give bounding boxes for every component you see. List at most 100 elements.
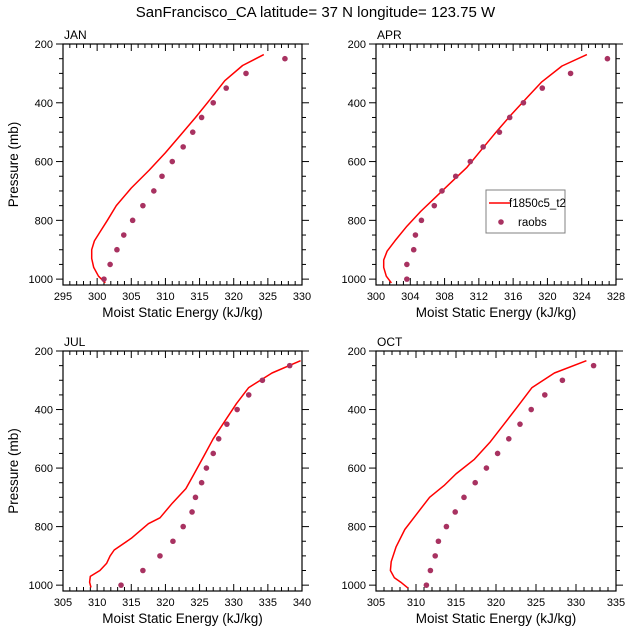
series-line-f1850c5_t2 — [389, 359, 587, 589]
series-line-f1850c5_t2 — [90, 53, 265, 284]
data-point-raobs — [198, 114, 205, 121]
data-point-raobs — [118, 582, 124, 588]
data-point-raobs — [461, 494, 467, 501]
data-point-raobs — [432, 553, 439, 559]
x-tick-label: 320 — [487, 597, 505, 609]
x-tick-label: 320 — [225, 291, 243, 303]
panel-jul: 305 310 315 320 325 330 335 340 200 400 600 800 1000… — [6, 335, 311, 626]
data-point-raobs — [542, 392, 548, 398]
x-tick-label: 305 — [54, 597, 72, 609]
x-tick-label: 324 — [573, 291, 591, 303]
x-tick-label: 330 — [293, 291, 311, 303]
x-axis-title: Moist Static Energy (kJ/kg) — [416, 611, 577, 626]
x-tick-label: 340 — [293, 597, 311, 609]
data-point-raobs — [452, 509, 459, 515]
x-tick-label: 315 — [190, 291, 208, 303]
y-tick-label: 1000 — [342, 274, 366, 286]
data-point-raobs — [203, 465, 210, 471]
x-tick-label: 315 — [122, 597, 140, 609]
data-point-raobs — [467, 158, 474, 165]
x-axis-title: Moist Static Energy (kJ/kg) — [102, 611, 263, 626]
y-tick-label: 200 — [348, 346, 366, 358]
y-tick-label: 600 — [348, 157, 366, 169]
y-tick-label: 800 — [35, 522, 53, 534]
data-point-raobs — [114, 246, 120, 253]
panel-title: APR — [377, 28, 402, 42]
data-point-raobs — [282, 55, 288, 62]
x-tick-label: 310 — [88, 597, 106, 609]
x-tick-label: 330 — [225, 597, 243, 609]
panel-apr: 300 304 308 312 316 320 324 328 200 400 600 800 1000… — [342, 28, 626, 320]
x-tick-label: 305 — [122, 291, 140, 303]
y-tick-label: 400 — [35, 98, 53, 110]
data-point-raobs — [412, 232, 419, 238]
plot-frame — [375, 350, 617, 592]
data-point-raobs — [528, 406, 534, 413]
x-tick-label: 300 — [88, 291, 106, 303]
x-tick-label: 335 — [259, 597, 277, 609]
x-tick-label: 315 — [447, 597, 465, 609]
panel-oct: 305 310 315 320 325 330 335 200 400 600 800 1000 OCT… — [342, 335, 626, 626]
plot-frame — [62, 350, 303, 592]
data-point-raobs — [180, 523, 186, 530]
y-tick-label: 400 — [348, 98, 366, 110]
data-point-raobs — [418, 217, 425, 224]
data-point-raobs — [157, 553, 163, 559]
data-point-raobs — [427, 567, 434, 574]
data-point-raobs — [410, 246, 417, 253]
x-tick-label: 305 — [367, 597, 385, 609]
data-point-raobs — [506, 436, 512, 442]
x-tick-label: 325 — [259, 291, 277, 303]
panel-title: JUL — [64, 335, 86, 349]
y-axis-title: Pressure (mb) — [6, 122, 21, 208]
y-tick-label: 1000 — [342, 580, 366, 592]
data-point-raobs — [480, 144, 486, 150]
y-tick-label: 600 — [35, 157, 53, 169]
data-point-raobs — [431, 202, 438, 209]
y-tick-label: 400 — [348, 405, 366, 417]
figure-title: SanFrancisco_CA latitude= 37 N longitude… — [135, 4, 496, 21]
x-tick-label: 295 — [54, 291, 72, 303]
legend-box — [485, 189, 566, 234]
data-point-raobs — [210, 99, 217, 106]
data-point-raobs — [443, 523, 450, 530]
panel-title: JAN — [64, 28, 87, 42]
panel-jan: 295 300 305 310 315 320 325 330 200 400 600 800 1000… — [6, 28, 311, 320]
y-tick-label: 800 — [348, 215, 366, 227]
data-point-raobs — [140, 567, 146, 574]
data-point-raobs — [101, 276, 107, 282]
data-point-raobs — [520, 99, 527, 106]
data-point-raobs — [215, 436, 222, 442]
y-tick-label: 200 — [35, 346, 53, 358]
data-point-raobs — [439, 188, 445, 194]
x-tick-label: 308 — [435, 291, 453, 303]
data-point-raobs — [140, 202, 146, 209]
data-point-raobs — [423, 582, 430, 588]
data-point-raobs — [189, 509, 195, 515]
x-tick-label: 330 — [567, 597, 585, 609]
legend-marker-swatch — [498, 219, 504, 225]
data-point-raobs — [496, 129, 503, 135]
data-point-raobs — [506, 114, 513, 121]
plot-frame — [62, 43, 303, 286]
data-point-raobs — [170, 538, 176, 545]
data-point-raobs — [452, 173, 459, 180]
data-point-raobs — [539, 85, 546, 91]
data-point-raobs — [159, 173, 165, 180]
x-tick-label: 320 — [156, 597, 174, 609]
data-point-raobs — [107, 261, 113, 268]
x-tick-label: 325 — [527, 597, 545, 609]
y-tick-label: 1000 — [29, 274, 53, 286]
data-point-raobs — [259, 377, 266, 384]
x-tick-label: 320 — [538, 291, 556, 303]
x-tick-label: 300 — [367, 291, 385, 303]
data-point-raobs — [223, 85, 230, 91]
y-tick-label: 600 — [35, 463, 53, 475]
data-point-raobs — [404, 261, 410, 268]
data-point-raobs — [151, 188, 157, 194]
data-point-raobs — [180, 144, 186, 150]
y-tick-label: 800 — [35, 215, 53, 227]
y-axis-title: Pressure (mb) — [6, 428, 21, 514]
plot-frame — [375, 43, 617, 286]
